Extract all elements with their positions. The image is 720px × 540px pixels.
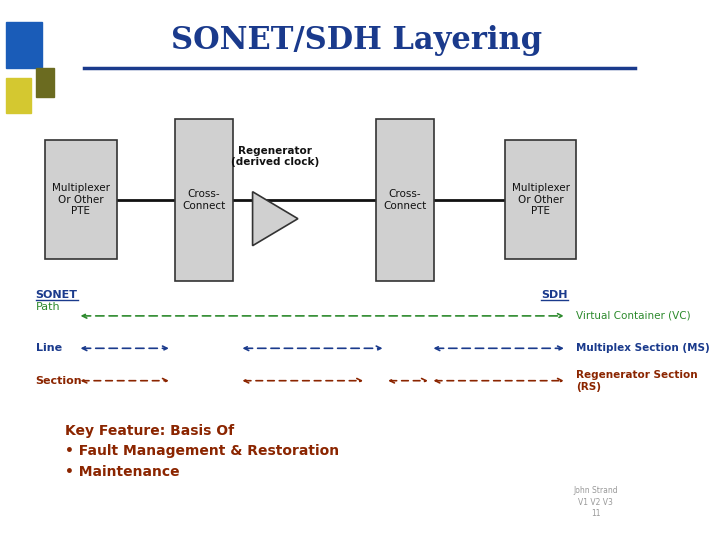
FancyBboxPatch shape <box>505 140 577 259</box>
Text: Path: Path <box>35 302 60 313</box>
Bar <box>6 78 31 113</box>
Text: Multiplex Section (MS): Multiplex Section (MS) <box>577 343 710 353</box>
Text: Cross-
Connect: Cross- Connect <box>182 189 225 211</box>
Text: Cross-
Connect: Cross- Connect <box>383 189 426 211</box>
Text: Multiplexer
Or Other
PTE: Multiplexer Or Other PTE <box>512 183 570 217</box>
Text: Key Feature: Basis Of
• Fault Management & Restoration
• Maintenance: Key Feature: Basis Of • Fault Management… <box>65 424 339 479</box>
Text: John Strand
V1 V2 V3
11: John Strand V1 V2 V3 11 <box>574 486 618 518</box>
Text: Multiplexer
Or Other
PTE: Multiplexer Or Other PTE <box>52 183 110 217</box>
Text: Regenerator Section
(RS): Regenerator Section (RS) <box>577 370 698 392</box>
Bar <box>6 22 42 68</box>
FancyBboxPatch shape <box>175 119 233 281</box>
Text: Line: Line <box>35 343 62 353</box>
Text: Regenerator
(derived clock): Regenerator (derived clock) <box>231 146 320 167</box>
Text: Section: Section <box>35 376 82 386</box>
Text: Virtual Container (VC): Virtual Container (VC) <box>577 311 691 321</box>
Text: SONET: SONET <box>35 289 78 300</box>
FancyBboxPatch shape <box>45 140 117 259</box>
Text: SONET/SDH Layering: SONET/SDH Layering <box>171 25 541 56</box>
Polygon shape <box>253 192 298 246</box>
Bar <box>35 68 54 97</box>
Text: SDH: SDH <box>541 289 567 300</box>
FancyBboxPatch shape <box>376 119 434 281</box>
